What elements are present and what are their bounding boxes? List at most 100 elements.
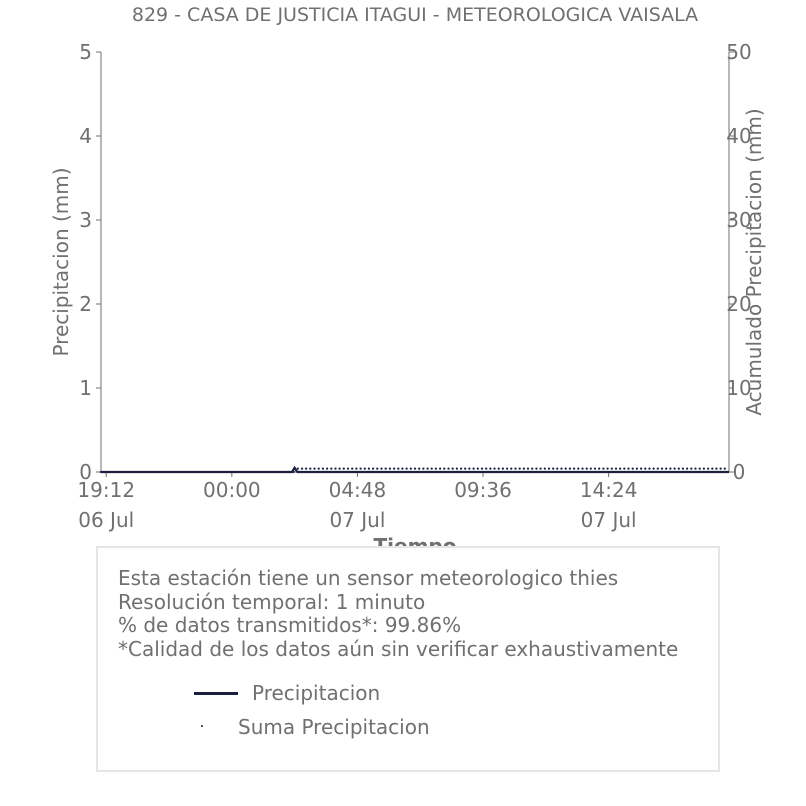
series-suma-precipitacion-point	[606, 467, 609, 470]
series-suma-precipitacion-point	[443, 467, 446, 470]
legend-line-marker	[194, 692, 238, 695]
series-suma-precipitacion-point	[660, 467, 664, 470]
y-tick-label: 2	[79, 292, 92, 316]
series-suma-precipitacion-point	[338, 467, 341, 470]
series-suma-precipitacion-point	[242, 470, 245, 474]
series-suma-precipitacion-point	[522, 467, 526, 470]
info-resolution-line: Resolución temporal: 1 minuto	[118, 589, 426, 614]
series-suma-precipitacion-point	[434, 467, 437, 470]
series-suma-precipitacion-point	[468, 467, 471, 470]
series-suma-precipitacion-point	[589, 467, 592, 470]
series-suma-precipitacion-point	[707, 467, 710, 470]
series-suma-precipitacion-point	[564, 467, 567, 470]
series-suma-precipitacion-point	[141, 470, 144, 474]
series-suma-precipitacion-point	[648, 467, 651, 470]
legend-item-precipitacion: Precipitacion	[252, 681, 381, 705]
series-suma-precipitacion-point	[593, 467, 597, 470]
series-suma-precipitacion-point	[384, 467, 387, 470]
series-suma-precipitacion-point	[146, 470, 149, 474]
series-suma-precipitacion-point	[305, 467, 308, 470]
series-suma-precipitacion-point	[489, 467, 492, 470]
series-suma-precipitacion-point	[221, 470, 224, 474]
series-suma-precipitacion-point	[430, 467, 433, 470]
series-suma-precipitacion-point	[560, 467, 563, 470]
y2-axis-label: Acumulado Precipitacion (mm)	[742, 108, 766, 415]
series-suma-precipitacion-point	[321, 467, 324, 470]
series-suma-precipitacion-point	[723, 467, 726, 470]
y2-tick-label: 50	[726, 40, 751, 64]
series-suma-precipitacion-point	[317, 467, 320, 470]
series-suma-precipitacion-point	[263, 470, 266, 474]
y2-tick-label: 30	[726, 208, 751, 232]
series-suma-precipitacion-point	[158, 470, 161, 474]
series-suma-precipitacion-point	[351, 467, 354, 470]
x-tick-label: 19:12	[77, 478, 135, 502]
series-suma-precipitacion-point	[698, 467, 701, 470]
series-suma-precipitacion-point	[464, 467, 467, 470]
series-suma-precipitacion-point	[485, 467, 488, 470]
series-suma-precipitacion-point	[405, 467, 408, 470]
series-suma-precipitacion-point	[556, 467, 559, 470]
series-suma-precipitacion-point	[673, 467, 676, 470]
series-suma-precipitacion-point	[719, 467, 722, 470]
series-suma-precipitacion-point	[137, 470, 140, 474]
series-suma-precipitacion-point	[480, 467, 484, 470]
series-suma-precipitacion-point	[715, 467, 718, 470]
series-suma-precipitacion-point	[330, 467, 333, 470]
series-suma-precipitacion-point	[501, 467, 504, 470]
series-suma-precipitacion-point	[238, 470, 241, 474]
series-suma-precipitacion-point	[644, 467, 647, 470]
series-suma-precipitacion-point	[246, 470, 249, 474]
y2-tick-label: 20	[726, 292, 751, 316]
series-suma-precipitacion-point	[627, 467, 630, 470]
series-suma-precipitacion-point	[656, 467, 659, 470]
series-suma-precipitacion-point	[393, 467, 396, 470]
legend-dot-marker	[201, 725, 203, 727]
series-suma-precipitacion-point	[192, 470, 195, 474]
x-tick-date-label: 06 Jul	[78, 508, 134, 532]
legend-item-suma-precipitacion: Suma Precipitacion	[238, 715, 430, 739]
series-suma-precipitacion-point	[514, 467, 517, 470]
series-suma-precipitacion-point	[623, 467, 626, 470]
series-suma-precipitacion-point	[217, 470, 220, 474]
series-suma-precipitacion-point	[535, 467, 538, 470]
series-suma-precipitacion-point	[547, 467, 551, 470]
series-suma-precipitacion-point	[451, 467, 454, 470]
series-suma-precipitacion-point	[271, 470, 274, 474]
y-tick-label: 0	[79, 460, 92, 484]
series-suma-precipitacion-point	[376, 467, 379, 470]
series-suma-precipitacion-point	[694, 467, 697, 470]
series-suma-precipitacion-point	[539, 467, 542, 470]
series-suma-precipitacion-point	[259, 470, 262, 474]
info-legend-box: Esta estación tiene un sensor meteorolog…	[96, 546, 720, 772]
series-suma-precipitacion-point	[179, 470, 182, 474]
y-tick-label: 3	[79, 208, 92, 232]
series-suma-precipitacion-point	[229, 470, 232, 474]
series-suma-precipitacion-point	[292, 470, 295, 474]
series-suma-precipitacion-point	[526, 467, 530, 470]
series-suma-precipitacion-point	[309, 467, 312, 470]
series-suma-precipitacion-point	[359, 467, 362, 470]
series-suma-precipitacion-point	[171, 470, 174, 474]
series-suma-precipitacion-point	[476, 467, 479, 470]
series-suma-precipitacion-point	[133, 470, 136, 474]
series-suma-precipitacion-point	[380, 467, 383, 470]
x-tick-date-label: 07 Jul	[581, 508, 637, 532]
series-suma-precipitacion-point	[150, 470, 153, 474]
series-suma-precipitacion-point	[614, 467, 618, 470]
series-suma-precipitacion-point	[108, 470, 111, 474]
y2-tick-label: 40	[726, 124, 751, 148]
series-suma-precipitacion-point	[116, 470, 119, 474]
series-suma-precipitacion-point	[422, 467, 425, 470]
series-suma-precipitacion-point	[640, 467, 643, 470]
series-suma-precipitacion-point	[125, 470, 128, 474]
y-axis-label: Precipitacion (mm)	[49, 167, 73, 356]
series-suma-precipitacion-point	[610, 467, 613, 470]
series-suma-precipitacion-point	[204, 470, 207, 474]
series-suma-precipitacion-point	[355, 467, 358, 470]
series-suma-precipitacion-point	[233, 470, 237, 474]
series-suma-precipitacion-point	[112, 470, 115, 474]
series-suma-precipitacion-point	[439, 467, 442, 470]
